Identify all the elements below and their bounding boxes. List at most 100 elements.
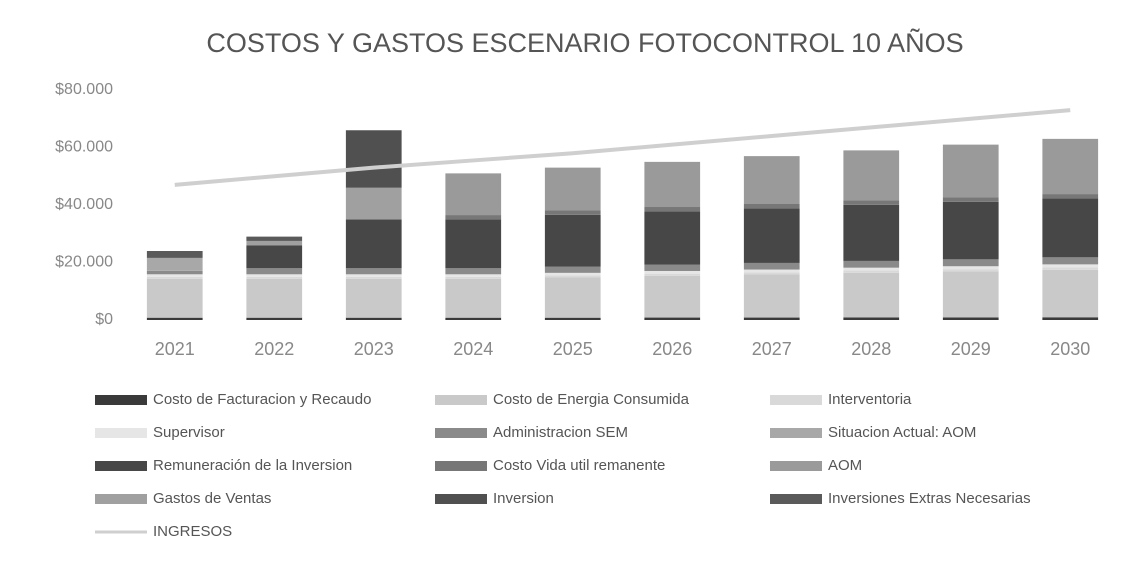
bar-segment (544, 277, 601, 318)
bar-segment (544, 167, 601, 211)
legend-label: Situacion Actual: AOM (828, 424, 976, 441)
bar-segment (246, 268, 303, 275)
legend-label: Inversion (493, 490, 554, 507)
legend-swatch (435, 428, 487, 438)
x-tick-label: 2027 (752, 339, 792, 359)
y-tick-label: $60.000 (55, 139, 113, 156)
bar-segment (644, 161, 701, 208)
bar-segment (146, 317, 203, 320)
bar-segment (146, 251, 203, 258)
bar-segment (644, 264, 701, 271)
legend-swatch (435, 461, 487, 471)
bar-segment (544, 317, 601, 320)
bar-segment (544, 272, 601, 276)
bar-segment (544, 214, 601, 267)
bar-segment (1042, 269, 1099, 318)
legend-label: Interventoria (828, 391, 912, 408)
bar-segment (644, 211, 701, 265)
bar-segment (1042, 264, 1099, 268)
legend-label: Inversiones Extras Necesarias (828, 490, 1031, 507)
legend-label: Costo Vida util remanente (493, 457, 665, 474)
bar-segment (345, 274, 402, 277)
legend-swatch (95, 395, 147, 405)
bar-segment (843, 150, 900, 201)
x-tick-label: 2029 (951, 339, 991, 359)
x-tick-label: 2026 (652, 339, 692, 359)
legend-label: Gastos de Ventas (153, 490, 271, 507)
bar-segment (843, 260, 900, 268)
x-tick-label: 2021 (155, 339, 195, 359)
bar-segment (345, 268, 402, 275)
bar-segment (843, 200, 900, 205)
bar-segment (743, 272, 800, 275)
legend-label: Costo de Facturacion y Recaudo (153, 391, 371, 408)
bar-segment (246, 278, 303, 318)
bar-segment (1042, 317, 1099, 320)
legend-label: Administracion SEM (493, 424, 628, 441)
x-tick-label: 2022 (254, 339, 294, 359)
bar-segment (445, 173, 502, 216)
bar-segment (743, 262, 800, 270)
legend-label: Remuneración de la Inversion (153, 457, 352, 474)
bar-segment (246, 236, 303, 241)
x-tick-label: 2024 (453, 339, 493, 359)
bar-segment (743, 203, 800, 209)
bar-segment (544, 275, 601, 278)
bar-segment (942, 201, 999, 260)
bar-segment (345, 130, 402, 188)
bar-segment (843, 270, 900, 273)
bar-segment (146, 276, 203, 279)
bar-segment (1042, 138, 1099, 195)
bar-segment (445, 278, 502, 318)
legend-label: INGRESOS (153, 523, 232, 540)
bar-segment (445, 268, 502, 275)
bar-segment (445, 219, 502, 269)
legend-swatch (435, 494, 487, 504)
bar-segment (644, 270, 701, 274)
bar-segment (743, 156, 800, 204)
bar-segment (544, 266, 601, 273)
y-tick-label: $80.000 (55, 81, 113, 98)
bar-segment (644, 273, 701, 276)
bar-segment (1042, 198, 1099, 258)
bar-segment (246, 245, 303, 269)
bar-segment (843, 317, 900, 320)
legend-swatch (95, 428, 147, 438)
y-tick-label: $0 (95, 311, 113, 328)
x-tick-label: 2025 (553, 339, 593, 359)
bar-segment (644, 317, 701, 320)
bar-segment (345, 278, 402, 318)
bar-segment (743, 317, 800, 320)
bar-segment (345, 276, 402, 279)
bar-segment (942, 269, 999, 272)
bar-segment (445, 276, 502, 279)
y-tick-label: $20.000 (55, 254, 113, 271)
bar-segment (743, 274, 800, 318)
bar-segment (246, 274, 303, 277)
bar-segment (644, 207, 701, 212)
bar-segment (544, 210, 601, 215)
bar-segment (942, 144, 999, 198)
bar-segment (146, 257, 203, 271)
bar-segment (942, 266, 999, 270)
bar-segment (146, 278, 203, 318)
bar-segment (942, 259, 999, 267)
bar-segment (743, 269, 800, 273)
bar-segment (843, 272, 900, 318)
bar-segment (1042, 267, 1099, 270)
legend-swatch (95, 494, 147, 504)
legend-swatch (770, 494, 822, 504)
legend-swatch (435, 395, 487, 405)
bar-segment (942, 271, 999, 318)
bar-segment (743, 208, 800, 263)
y-tick-label: $40.000 (55, 196, 113, 213)
legend-label: Costo de Energia Consumida (493, 391, 690, 408)
x-tick-label: 2030 (1050, 339, 1090, 359)
x-tick-label: 2028 (851, 339, 891, 359)
bar-segment (942, 317, 999, 320)
x-tick-label: 2023 (354, 339, 394, 359)
bar-segment (843, 267, 900, 271)
bar-segment (146, 274, 203, 277)
bar-segment (345, 219, 402, 269)
